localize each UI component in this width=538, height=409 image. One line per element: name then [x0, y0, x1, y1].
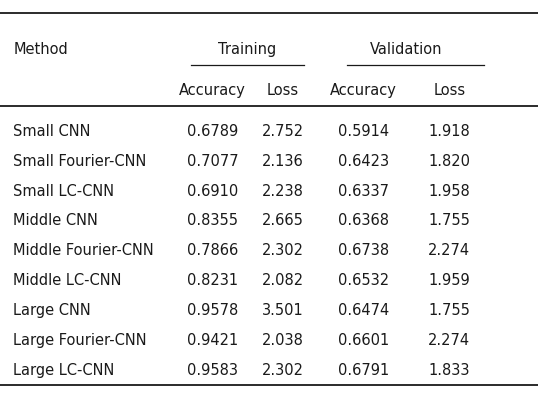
Text: 0.7866: 0.7866 [187, 243, 238, 258]
Text: Small Fourier-CNN: Small Fourier-CNN [13, 153, 147, 168]
Text: Method: Method [13, 42, 68, 56]
Text: Middle CNN: Middle CNN [13, 213, 98, 228]
Text: 2.274: 2.274 [428, 243, 470, 258]
Text: Large Fourier-CNN: Large Fourier-CNN [13, 333, 147, 347]
Text: 0.6423: 0.6423 [337, 153, 389, 168]
Text: Accuracy: Accuracy [179, 83, 246, 97]
Text: Large CNN: Large CNN [13, 303, 91, 317]
Text: 0.6337: 0.6337 [338, 183, 388, 198]
Text: 2.752: 2.752 [261, 124, 303, 138]
Text: Middle LC-CNN: Middle LC-CNN [13, 273, 122, 288]
Text: 0.9583: 0.9583 [187, 362, 238, 377]
Text: 1.833: 1.833 [428, 362, 470, 377]
Text: 3.501: 3.501 [261, 303, 303, 317]
Text: 2.238: 2.238 [261, 183, 303, 198]
Text: 1.918: 1.918 [428, 124, 470, 138]
Text: 2.302: 2.302 [261, 362, 303, 377]
Text: Large LC-CNN: Large LC-CNN [13, 362, 115, 377]
Text: Small LC-CNN: Small LC-CNN [13, 183, 115, 198]
Text: 0.6368: 0.6368 [338, 213, 388, 228]
Text: 0.8231: 0.8231 [187, 273, 238, 288]
Text: Small CNN: Small CNN [13, 124, 91, 138]
Text: 2.082: 2.082 [261, 273, 303, 288]
Text: 2.302: 2.302 [261, 243, 303, 258]
Text: 1.959: 1.959 [428, 273, 470, 288]
Text: 2.274: 2.274 [428, 333, 470, 347]
Text: 0.9578: 0.9578 [187, 303, 238, 317]
Text: Validation: Validation [370, 42, 442, 56]
Text: Training: Training [218, 42, 277, 56]
Text: 0.5914: 0.5914 [337, 124, 389, 138]
Text: Middle Fourier-CNN: Middle Fourier-CNN [13, 243, 154, 258]
Text: 0.6601: 0.6601 [337, 333, 389, 347]
Text: Accuracy: Accuracy [330, 83, 397, 97]
Text: 0.6789: 0.6789 [187, 124, 238, 138]
Text: 0.6791: 0.6791 [337, 362, 389, 377]
Text: 1.958: 1.958 [428, 183, 470, 198]
Text: 1.755: 1.755 [428, 303, 470, 317]
Text: Loss: Loss [433, 83, 465, 97]
Text: 0.9421: 0.9421 [187, 333, 238, 347]
Text: 0.7077: 0.7077 [187, 153, 238, 168]
Text: 2.665: 2.665 [261, 213, 303, 228]
Text: 0.6532: 0.6532 [337, 273, 389, 288]
Text: 0.6738: 0.6738 [337, 243, 389, 258]
Text: 0.6910: 0.6910 [187, 183, 238, 198]
Text: Loss: Loss [266, 83, 299, 97]
Text: 2.136: 2.136 [261, 153, 303, 168]
Text: 1.755: 1.755 [428, 213, 470, 228]
Text: 0.6474: 0.6474 [337, 303, 389, 317]
Text: 2.038: 2.038 [261, 333, 303, 347]
Text: 0.8355: 0.8355 [187, 213, 238, 228]
Text: 1.820: 1.820 [428, 153, 470, 168]
